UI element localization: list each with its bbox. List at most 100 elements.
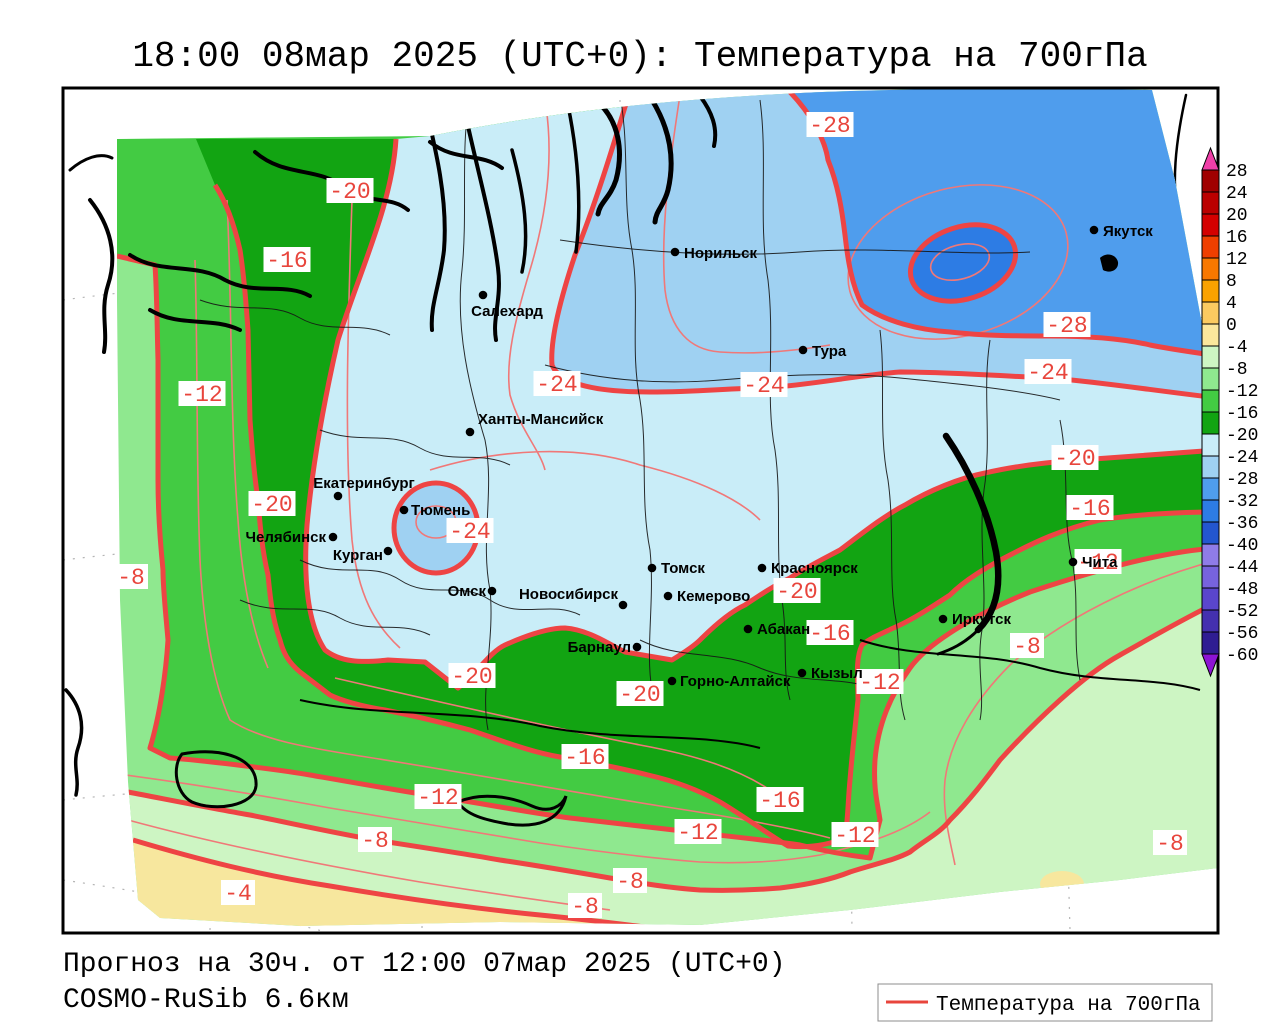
contour-label-bg bbox=[326, 178, 374, 203]
colorbar-tick-label: -60 bbox=[1226, 646, 1258, 666]
colorbar-segment bbox=[1201, 499, 1220, 523]
colorbar-segment bbox=[1201, 169, 1220, 193]
city-dot bbox=[743, 624, 753, 634]
contour-label: -12 bbox=[417, 785, 458, 811]
contour-label-bg bbox=[448, 663, 496, 688]
city-label: Норильск bbox=[684, 245, 757, 262]
city-label: Новосибирск bbox=[519, 586, 619, 603]
city-markers: Норильск Салехард Тура Якутск Ханты-Мансийск… bbox=[245, 223, 1153, 690]
city-dot bbox=[487, 586, 497, 596]
city-dot bbox=[399, 505, 409, 515]
colorbar-tick-label: 24 bbox=[1226, 184, 1248, 204]
colorbar-tick-label: -28 bbox=[1226, 470, 1258, 490]
colorbar-tick-label: -40 bbox=[1226, 536, 1258, 556]
contour-label: -20 bbox=[1054, 446, 1095, 472]
contour-label-bg bbox=[740, 372, 788, 397]
contour-label: -8 bbox=[1013, 634, 1041, 660]
colorbar-tick-label: 8 bbox=[1226, 272, 1237, 292]
colorbar-arrow-bottom bbox=[1201, 653, 1220, 678]
city-dot bbox=[333, 491, 343, 501]
colorbar-tick-label: 16 bbox=[1226, 228, 1248, 248]
contour-label-bg bbox=[756, 787, 804, 812]
thick-contours bbox=[117, 90, 1218, 926]
city-label: Барнаул bbox=[568, 639, 631, 656]
country-borders bbox=[299, 639, 1201, 749]
colorbar-tick-label: -56 bbox=[1226, 624, 1258, 644]
forecast-info: Прогноз на 30ч. от 12:00 07мар 2025 (UTC… bbox=[63, 949, 786, 980]
city-label: Челябинск bbox=[245, 529, 326, 546]
city-dot bbox=[797, 668, 807, 678]
contour-label-bg bbox=[414, 784, 462, 809]
contour-label-bg bbox=[1051, 445, 1099, 470]
city-dot bbox=[328, 532, 338, 542]
city-label: Кемерово bbox=[677, 588, 750, 605]
city-label: Чита bbox=[1082, 554, 1118, 571]
city-label: Кызыл bbox=[811, 665, 863, 682]
city-label: Иркутск bbox=[952, 611, 1011, 628]
colorbar-tick-label: -52 bbox=[1226, 602, 1258, 622]
contour-label-bg bbox=[263, 247, 311, 272]
city-label: Салехард bbox=[471, 303, 543, 320]
city-dot bbox=[670, 247, 680, 257]
contour-label-bg bbox=[446, 518, 494, 543]
contour-label-bg bbox=[856, 669, 904, 694]
contour-label: -12 bbox=[677, 820, 718, 846]
contour-label-bg bbox=[613, 868, 647, 893]
contour-label-bg bbox=[1066, 495, 1114, 520]
contour-label: -8 bbox=[1156, 831, 1184, 857]
colorbar-tick-label: 20 bbox=[1226, 206, 1248, 226]
colorbar-segment bbox=[1201, 235, 1220, 259]
city-label: Курган bbox=[333, 547, 383, 564]
contour-label: -8 bbox=[571, 894, 599, 920]
colorbar-tick-label: -44 bbox=[1226, 558, 1258, 578]
temperature-colorbar: 2824201612840-4-8-12-16-20-24-28-32-36-4… bbox=[1201, 146, 1258, 678]
colorbar-segment bbox=[1201, 543, 1220, 567]
colorbar-segment bbox=[1201, 345, 1220, 369]
colorbar-segment bbox=[1201, 367, 1220, 391]
city-dot bbox=[618, 600, 628, 610]
city-dot bbox=[757, 563, 767, 573]
legend-label: Температура на 700гПа bbox=[936, 994, 1201, 1017]
contour-label: -20 bbox=[776, 579, 817, 605]
contour-label-bg bbox=[773, 578, 821, 603]
colorbar-segment bbox=[1201, 609, 1220, 633]
colorbar-tick-label: -48 bbox=[1226, 580, 1258, 600]
legend-box: Температура на 700гПа bbox=[877, 983, 1213, 1022]
contour-label: -20 bbox=[619, 682, 660, 708]
contour-label: -8 bbox=[117, 565, 145, 591]
contour-label-bg bbox=[1010, 633, 1044, 658]
contour-labels: -20 -16 -12 -8 -20 -24 -24 -24 -28 -28 -24 -20 -16 -1… bbox=[114, 112, 1187, 920]
contour-label: -16 bbox=[266, 248, 307, 274]
contour-label: -20 bbox=[329, 179, 370, 205]
colorbar-segment bbox=[1201, 455, 1220, 479]
city-label: Томск bbox=[661, 560, 705, 577]
contour-label: -16 bbox=[1069, 496, 1110, 522]
contour-label-bg bbox=[248, 491, 296, 516]
contour-label: -20 bbox=[451, 664, 492, 690]
colorbar-tick-label: -24 bbox=[1226, 448, 1258, 468]
colorbar-tick-label: -4 bbox=[1226, 338, 1248, 358]
contour-label-bg bbox=[1043, 312, 1091, 337]
city-dot bbox=[663, 591, 673, 601]
colorbar-segment bbox=[1201, 389, 1220, 413]
temperature-field bbox=[117, 88, 1218, 926]
contour-label-bg bbox=[358, 827, 392, 852]
contour-label: -8 bbox=[361, 828, 389, 854]
city-label: Тура bbox=[812, 343, 847, 360]
contour-label-bg bbox=[221, 880, 255, 905]
contour-label-bg bbox=[616, 681, 664, 706]
contour-label: -8 bbox=[616, 869, 644, 895]
colorbar-tick-label: -16 bbox=[1226, 404, 1258, 424]
city-label: Горно-Алтайск bbox=[680, 673, 791, 690]
city-label: Тюмень bbox=[411, 502, 470, 519]
city-label: Якутск bbox=[1103, 223, 1153, 240]
contour-label-bg bbox=[831, 822, 879, 847]
contour-label: -20 bbox=[251, 492, 292, 518]
contour-label-bg bbox=[114, 564, 148, 589]
city-dot bbox=[667, 676, 677, 686]
colorbar-segment bbox=[1201, 301, 1220, 325]
contour-label-bg bbox=[674, 819, 722, 844]
colorbar-tick-label: -12 bbox=[1226, 382, 1258, 402]
